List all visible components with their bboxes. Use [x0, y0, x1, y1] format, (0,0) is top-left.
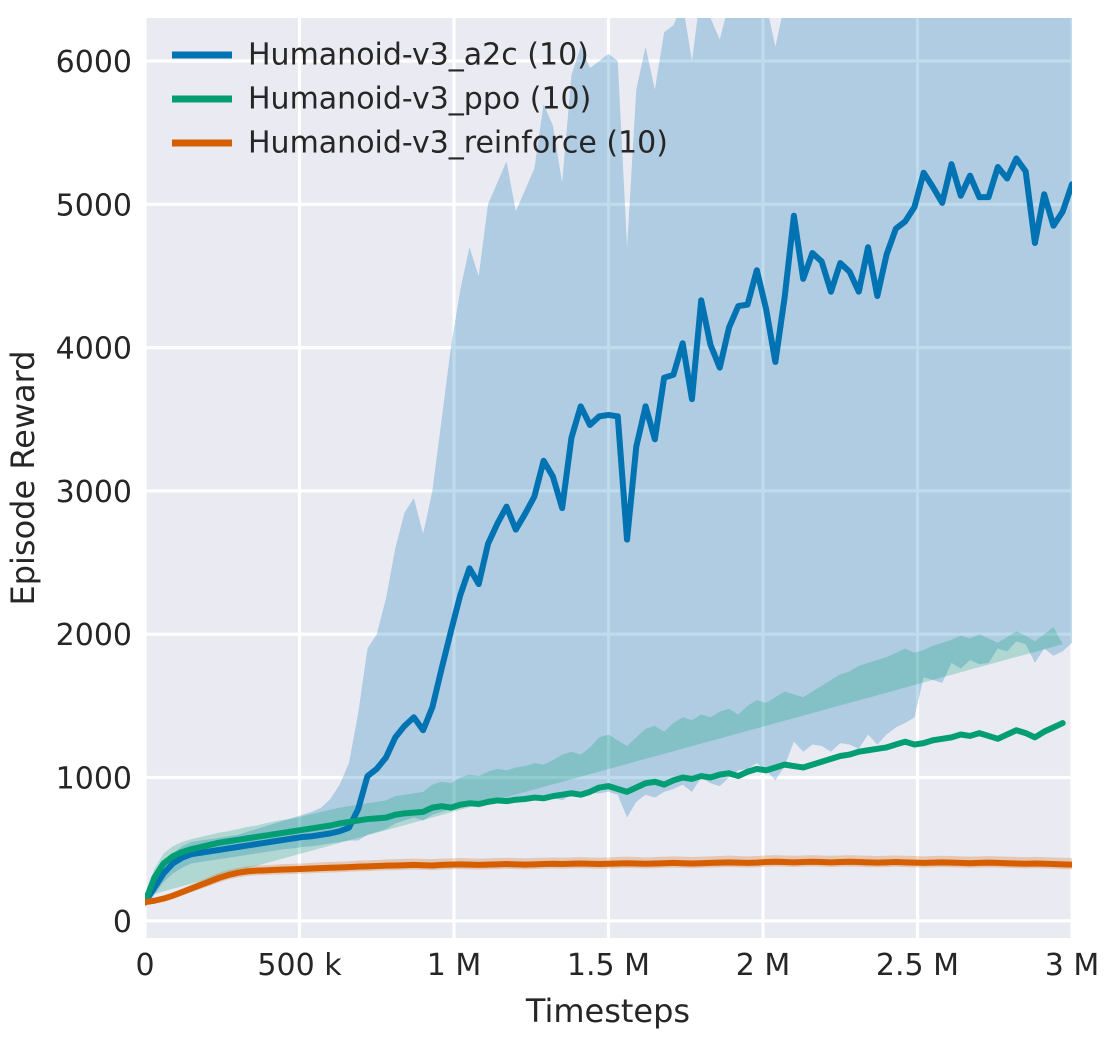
legend-label-2: Humanoid-v3_ppo (10) [248, 82, 591, 117]
x-tick-label: 0 [135, 948, 154, 983]
y-tick-label: 5000 [56, 188, 132, 223]
y-tick-label: 0 [113, 905, 132, 940]
confidence-band-2 [145, 627, 1063, 897]
x-tick-label: 1 M [427, 948, 482, 983]
series-line-1 [145, 155, 1072, 906]
y-axis-tick-labels: 0 1000 2000 3000 4000 5000 6000 [56, 45, 132, 940]
x-axis-title: Timesteps [525, 992, 690, 1030]
x-tick-label: 2.5 M [876, 948, 959, 983]
y-tick-label: 2000 [56, 618, 132, 653]
legend-label-3: Humanoid-v3_reinforce (10) [248, 126, 668, 161]
series-line-2 [145, 720, 1066, 906]
y-axis-title: Episode Reward [4, 350, 42, 605]
x-tick-label: 500 k [257, 948, 342, 983]
confidence-band-1 [145, 18, 1072, 908]
legend-label-1: Humanoid-v3_a2c (10) [248, 38, 589, 73]
gridlines [143, 18, 1074, 938]
x-tick-label: 2 M [736, 948, 791, 983]
x-tick-label: 1.5 M [567, 948, 650, 983]
y-tick-label: 1000 [56, 762, 132, 797]
series-lines [145, 155, 1072, 906]
x-axis-tick-labels: 0 500 k 1 M 1.5 M 2 M 2.5 M 3 M [135, 948, 1099, 983]
x-tick-label: 3 M [1045, 948, 1100, 983]
chart-legend: Humanoid-v3_a2c (10) Humanoid-v3_ppo (10)… [172, 38, 668, 161]
y-tick-label: 3000 [56, 475, 132, 510]
y-tick-label: 4000 [56, 332, 132, 367]
series-line-3 [145, 858, 1072, 906]
y-tick-label: 6000 [56, 45, 132, 80]
